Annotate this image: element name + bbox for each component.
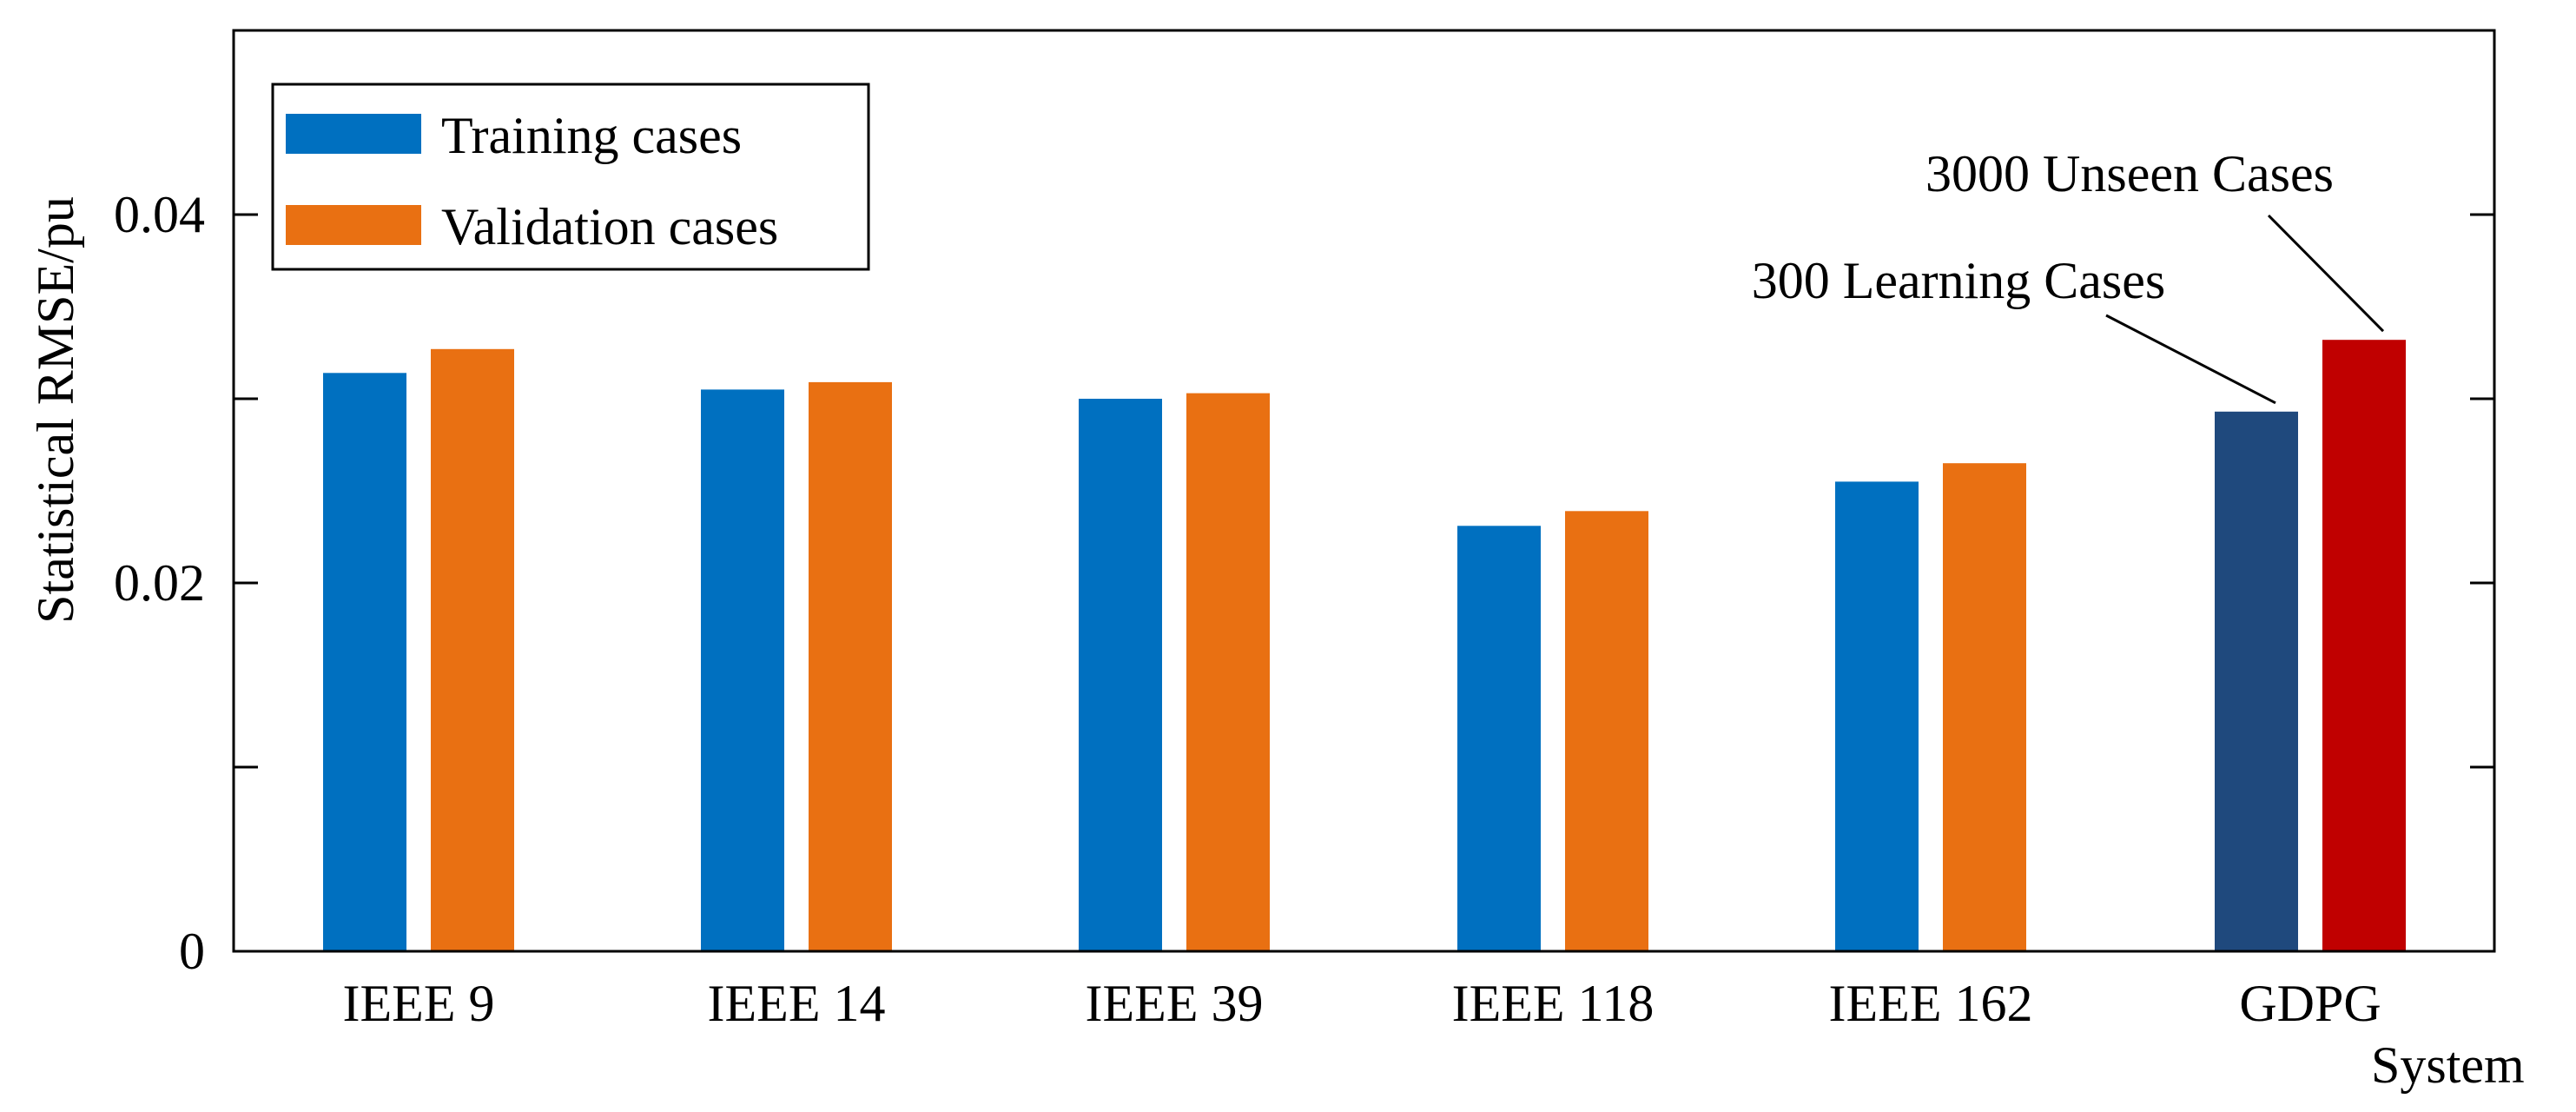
bar-training-ieee-162 [1835, 481, 1919, 951]
bars-layer [323, 340, 2406, 952]
bar-validation-ieee-162 [1943, 463, 2026, 951]
x-tick-label: IEEE 162 [1829, 975, 2033, 1032]
bar-training-ieee-14 [701, 389, 784, 951]
legend-swatch-training [286, 114, 421, 154]
x-tick-label: IEEE 39 [1086, 975, 1264, 1032]
bar-training-ieee-39 [1079, 399, 1162, 951]
y-tick-label: 0 [179, 923, 205, 980]
annotations-layer: 300 Learning Cases 3000 Unseen Cases [1752, 145, 2385, 405]
x-tick-label: GDPG [2239, 975, 2381, 1032]
annotation-label: 300 Learning Cases [1752, 252, 2166, 309]
y-axis-title: Statistical RMSE/pu [27, 196, 84, 624]
bar-validation-ieee-39 [1186, 393, 1270, 952]
bar-validation-gdpg [2322, 340, 2406, 951]
y-tick-label: 0.02 [114, 554, 205, 612]
bar-validation-ieee-9 [431, 348, 514, 951]
bar-validation-ieee-14 [809, 381, 892, 951]
annotation-leader-line [2105, 314, 2276, 405]
plot-area-frame [232, 29, 2496, 953]
x-tick-label: IEEE 14 [708, 975, 886, 1032]
x-tick-label: IEEE 118 [1452, 975, 1655, 1032]
annotation-label: 3000 Unseen Cases [1925, 145, 2334, 202]
legend-swatch-validation [286, 205, 421, 245]
annotation-leader-line [2267, 214, 2385, 333]
bar-training-gdpg [2215, 411, 2298, 951]
legend-label-training: Training cases [441, 107, 742, 164]
legend-label-validation: Validation cases [441, 198, 778, 255]
ticks-layer: 0 0.02 0.04 IEEE 9 IEEE 14 IEEE 39 IEEE 118 IEE… [114, 186, 2494, 1032]
legend: Training cases Validation cases [271, 83, 870, 271]
y-tick-label: 0.04 [114, 186, 205, 243]
bar-validation-ieee-118 [1565, 511, 1648, 951]
bar-training-ieee-9 [323, 373, 406, 951]
x-tick-label: IEEE 9 [343, 975, 495, 1032]
bar-training-ieee-118 [1457, 526, 1541, 951]
x-axis-title: System [2371, 1036, 2525, 1094]
